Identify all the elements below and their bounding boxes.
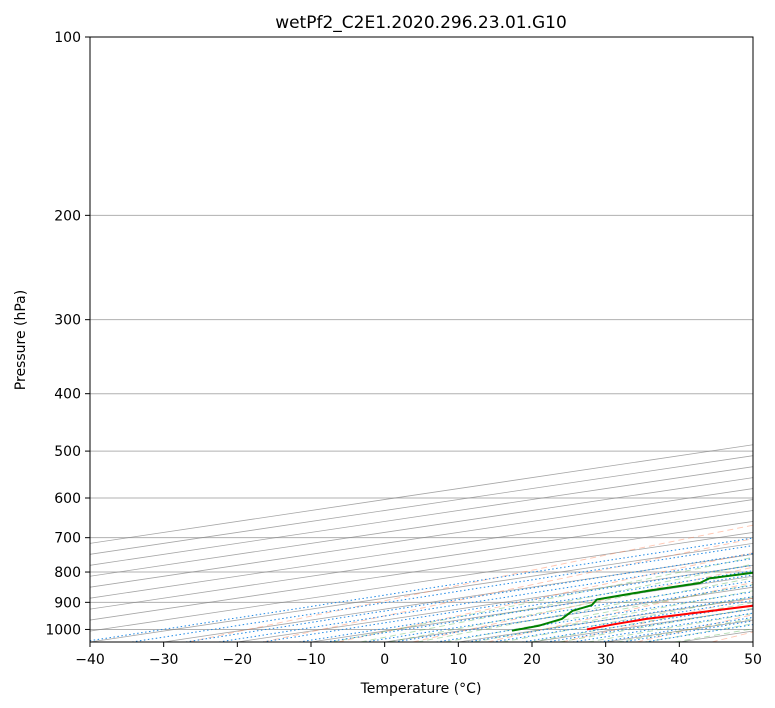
x-tick-label: 10: [449, 652, 467, 668]
isotherm-line: [90, 455, 753, 555]
y-tick-label: 300: [54, 313, 81, 329]
y-tick-label: 500: [54, 444, 81, 460]
y-tick-label: 400: [54, 387, 81, 403]
dewpoint-profile-line: [511, 571, 753, 632]
mixing-ratio-line: [492, 600, 753, 642]
moist-adiabat-line: [473, 590, 753, 642]
x-axis-ticks: −40 −30 −20 −10 0 10 20 30 40 50: [75, 642, 762, 668]
mixing-ratio-line: [546, 608, 753, 642]
moist-adiabat-line: [417, 577, 753, 642]
isotherm-line: [90, 499, 753, 599]
profiles: [511, 571, 753, 632]
dry-adiabat-line: [188, 524, 753, 642]
moist-adiabat-line: [388, 570, 753, 642]
isotherm-line: [752, 641, 753, 642]
x-tick-label: −20: [223, 652, 253, 668]
mixing-ratio-line: [131, 545, 753, 642]
mixing-ratio-line: [522, 604, 753, 642]
isotherm-line: [90, 477, 753, 577]
y-tick-label: 800: [54, 565, 81, 581]
background-lines: [90, 37, 753, 642]
moist-adiabat-line: [332, 556, 753, 642]
plot-background: [90, 37, 753, 642]
y-tick-label: 600: [54, 491, 81, 507]
y-tick-label: 1000: [45, 622, 81, 638]
y-axis-label: Pressure (hPa): [13, 290, 29, 390]
x-tick-label: 50: [744, 652, 762, 668]
mixing-ratio-line: [185, 553, 753, 642]
isotherm-line: [90, 488, 753, 588]
x-tick-label: 20: [523, 652, 541, 668]
chart-title: wetPf2_C2E1.2020.296.23.01.G10: [275, 13, 567, 33]
y-tick-label: 200: [54, 208, 81, 224]
x-tick-label: 0: [380, 652, 389, 668]
x-tick-label: −10: [296, 652, 326, 668]
isotherm-line: [90, 510, 753, 610]
x-tick-label: −30: [149, 652, 179, 668]
dry-adiabat-line: [263, 538, 753, 642]
y-tick-label: 100: [54, 30, 81, 46]
isotherm-line: [90, 444, 753, 544]
isotherm-line: [90, 466, 753, 566]
mixing-ratio-line: [572, 612, 753, 642]
x-axis-label: Temperature (°C): [360, 681, 482, 697]
x-tick-label: −40: [75, 652, 105, 668]
dry-adiabat-line: [412, 566, 753, 642]
y-axis-ticks: 100 200 300 400 500 600 700 800 900 1000: [45, 30, 90, 638]
plot-frame: [89, 36, 754, 643]
isotherm-line: [90, 521, 753, 621]
y-tick-label: 700: [54, 531, 81, 547]
mixing-ratio-line: [218, 558, 753, 642]
mixing-ratio-line: [90, 537, 753, 642]
y-tick-label: 900: [54, 595, 81, 611]
isotherm-line: [90, 532, 753, 632]
x-tick-label: 40: [670, 652, 688, 668]
dry-adiabat-line: [487, 581, 753, 642]
x-tick-label: 30: [597, 652, 615, 668]
mixing-ratio-line: [599, 616, 753, 642]
